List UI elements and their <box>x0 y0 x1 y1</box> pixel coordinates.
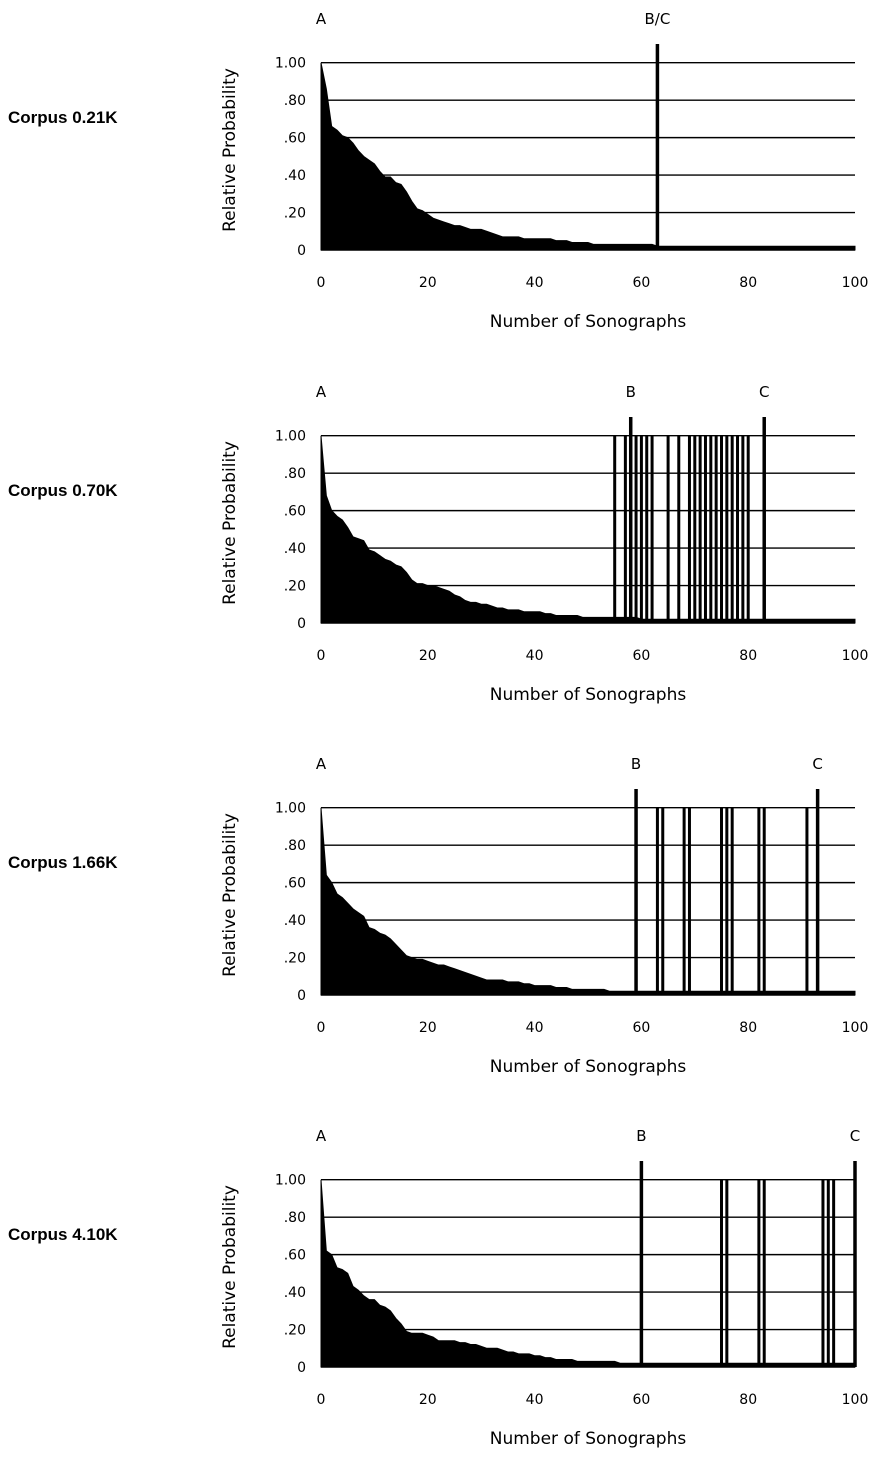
corpus-label: Corpus 4.10K <box>8 1225 118 1244</box>
marker-label: C <box>759 383 769 401</box>
x-tick-label: 20 <box>419 648 437 664</box>
marker-label: C <box>812 755 822 773</box>
x-tick-label: 80 <box>739 275 757 291</box>
y-axis-title: Relative Probability <box>220 1185 240 1349</box>
x-tick-label: 100 <box>842 1020 869 1036</box>
y-tick-label: .40 <box>284 541 306 557</box>
x-tick-label: 40 <box>526 648 544 664</box>
x-tick-label: 0 <box>317 648 326 664</box>
x-tick-label: 40 <box>526 275 544 291</box>
marker-label: B <box>636 1127 646 1145</box>
x-tick-label: 0 <box>317 275 326 291</box>
corpus-label: Corpus 0.70K <box>8 481 118 500</box>
x-axis-title: Number of Sonographs <box>490 685 687 705</box>
marker-label: A <box>316 755 327 773</box>
y-tick-label: 0 <box>297 616 306 632</box>
y-tick-label: 0 <box>297 988 306 1004</box>
chart-svg: B C A 0 .20 .40 .60 .80 1.00 0 20 40 60 80 100 Number o… <box>220 383 869 705</box>
chart-svg: B C A 0 .20 .40 .60 .80 1.00 0 20 40 60 80 100 Number o… <box>220 1127 869 1449</box>
x-tick-label: 80 <box>739 648 757 664</box>
y-tick-label: .40 <box>284 168 306 184</box>
marker-label: B <box>626 383 636 401</box>
chart-panel: Corpus 0.70K B C A 0 .20 .40 .60 .80 1.00 0 20 40 60 8… <box>0 373 872 718</box>
chart-svg: B C A 0 .20 .40 .60 .80 1.00 0 20 40 60 80 100 Number o… <box>220 755 869 1077</box>
y-tick-label: .40 <box>284 913 306 929</box>
x-tick-label: 20 <box>419 275 437 291</box>
y-tick-label: .20 <box>284 579 306 595</box>
chart-panel: Corpus 0.21K A B/C 0 .20 .40 .60 .80 1.00 0 20 40 60… <box>0 0 872 345</box>
y-tick-label: .80 <box>284 838 306 854</box>
y-tick-label: .20 <box>284 951 306 967</box>
y-tick-label: .60 <box>284 504 306 520</box>
x-tick-label: 40 <box>526 1020 544 1036</box>
marker-label: B <box>631 755 641 773</box>
x-tick-label: 100 <box>842 648 869 664</box>
marker-label: C <box>850 1127 860 1145</box>
y-tick-label: 1.00 <box>275 1173 306 1189</box>
y-tick-label: .80 <box>284 1210 306 1226</box>
y-tick-label: 1.00 <box>275 801 306 817</box>
x-axis-title: Number of Sonographs <box>490 312 687 332</box>
probability-area <box>320 1179 856 1368</box>
y-tick-label: .60 <box>284 876 306 892</box>
x-tick-label: 60 <box>632 275 650 291</box>
y-tick-label: 0 <box>297 1360 306 1376</box>
y-tick-label: .20 <box>284 1323 306 1339</box>
y-tick-label: .80 <box>284 466 306 482</box>
y-tick-label: 1.00 <box>275 56 306 72</box>
corpus-label: Corpus 1.66K <box>8 853 118 872</box>
y-tick-label: .60 <box>284 1248 306 1264</box>
probability-area <box>320 807 856 996</box>
marker-label: A <box>316 383 327 401</box>
y-axis-title: Relative Probability <box>220 441 240 605</box>
y-axis-title: Relative Probability <box>220 813 240 977</box>
x-axis-title: Number of Sonographs <box>490 1057 687 1077</box>
x-tick-label: 100 <box>842 275 869 291</box>
chart-panel: Corpus 1.66K B C A 0 .20 .40 .60 .80 1.00 0 20 40 60 8… <box>0 745 872 1090</box>
x-tick-label: 20 <box>419 1392 437 1408</box>
x-tick-label: 0 <box>317 1020 326 1036</box>
y-tick-label: 0 <box>297 243 306 259</box>
y-tick-label: .40 <box>284 1285 306 1301</box>
x-tick-label: 20 <box>419 1020 437 1036</box>
x-tick-label: 60 <box>632 1392 650 1408</box>
x-tick-label: 100 <box>842 1392 869 1408</box>
x-tick-label: 0 <box>317 1392 326 1408</box>
probability-area <box>320 435 856 624</box>
marker-label: A <box>316 10 327 28</box>
probability-area <box>320 62 856 251</box>
corpus-label: Corpus 0.21K <box>8 108 118 127</box>
x-tick-label: 80 <box>739 1392 757 1408</box>
x-tick-label: 60 <box>632 1020 650 1036</box>
y-tick-label: .20 <box>284 206 306 222</box>
marker-label: A <box>316 1127 327 1145</box>
chart-svg: A B/C 0 .20 .40 .60 .80 1.00 0 20 40 60 80 100 Number … <box>220 10 869 332</box>
y-tick-label: .60 <box>284 131 306 147</box>
y-tick-label: 1.00 <box>275 429 306 445</box>
x-tick-label: 40 <box>526 1392 544 1408</box>
y-axis-title: Relative Probability <box>220 68 240 232</box>
x-tick-label: 60 <box>632 648 650 664</box>
chart-panel: Corpus 4.10K B C A 0 .20 .40 .60 .80 1.00 0 20 40 60 8… <box>0 1117 872 1462</box>
y-tick-label: .80 <box>284 93 306 109</box>
marker-label: B/C <box>645 10 671 28</box>
x-axis-title: Number of Sonographs <box>490 1429 687 1449</box>
x-tick-label: 80 <box>739 1020 757 1036</box>
